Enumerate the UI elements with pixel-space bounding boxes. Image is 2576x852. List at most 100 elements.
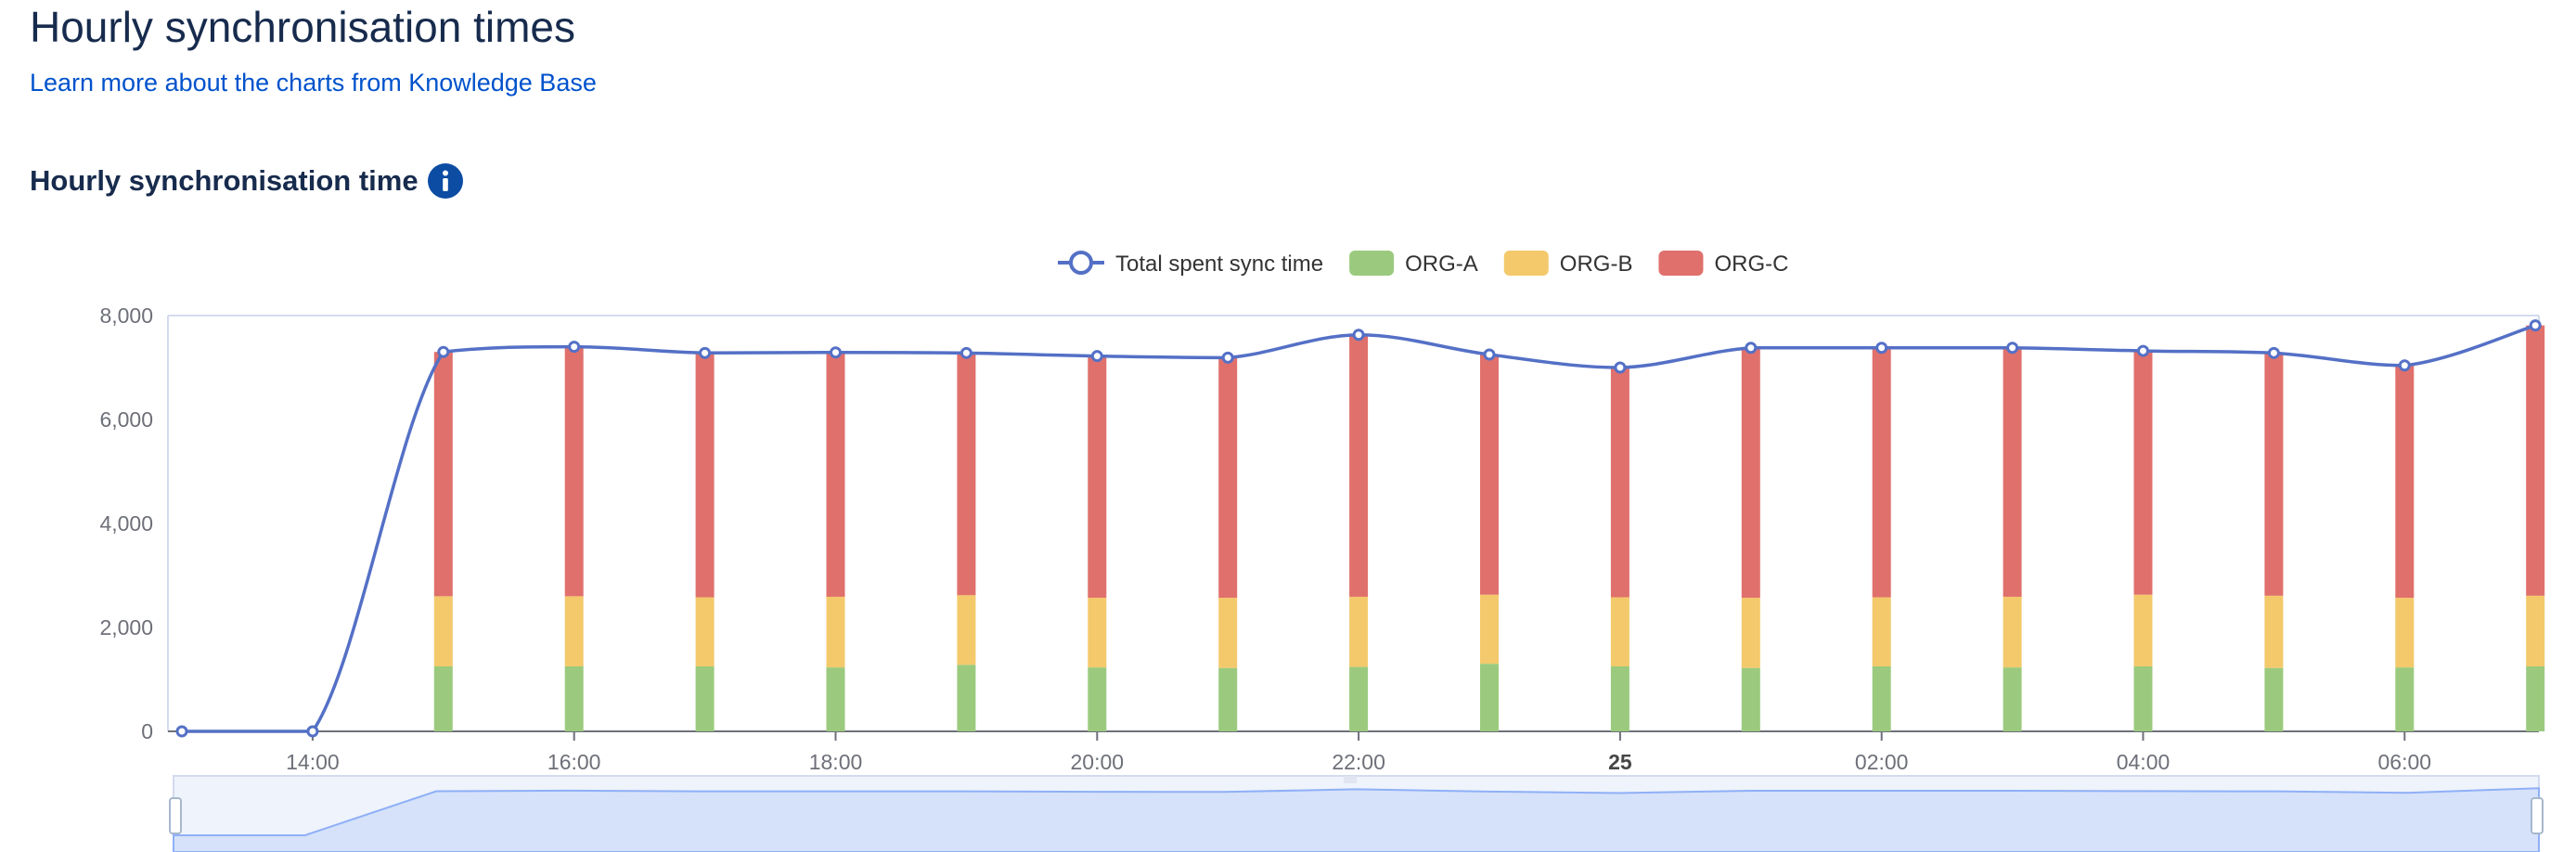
y-tick-label: 6,000 bbox=[99, 407, 153, 432]
legend-label: Total spent sync time bbox=[1115, 252, 1323, 277]
bar-org-c[interactable] bbox=[1872, 347, 1891, 598]
bar-org-b[interactable] bbox=[2526, 595, 2545, 666]
bar-org-b[interactable] bbox=[2395, 598, 2415, 668]
bar-org-a[interactable] bbox=[1088, 667, 1107, 731]
bar-org-a[interactable] bbox=[1480, 664, 1499, 731]
total-sync-time-point[interactable] bbox=[2267, 346, 2280, 359]
y-tick-label: 2,000 bbox=[99, 615, 153, 639]
bar-org-b[interactable] bbox=[2003, 596, 2022, 668]
legend-swatch-icon bbox=[1503, 251, 1549, 276]
bar-org-c[interactable] bbox=[1610, 368, 1629, 598]
total-sync-time-point[interactable] bbox=[2398, 359, 2411, 372]
total-sync-time-point[interactable] bbox=[1221, 351, 1234, 364]
legend-item-org-b[interactable]: ORG-B bbox=[1503, 251, 1633, 277]
bar-org-b[interactable] bbox=[1218, 598, 1238, 668]
chart-legend: Total spent sync time ORG-A ORG-B ORG-C bbox=[1058, 251, 1788, 277]
zoom-left-handle[interactable] bbox=[169, 797, 182, 834]
x-tick-label: 04:00 bbox=[2117, 750, 2170, 774]
bar-org-a[interactable] bbox=[2003, 667, 2022, 731]
bar-org-a[interactable] bbox=[1349, 666, 1369, 731]
y-tick-label: 4,000 bbox=[99, 511, 153, 536]
bar-org-a[interactable] bbox=[2133, 666, 2153, 731]
legend-swatch-icon bbox=[1349, 251, 1395, 276]
section-title: Hourly synchronisation time bbox=[30, 164, 419, 197]
total-sync-time-point[interactable] bbox=[1614, 361, 1627, 374]
zoom-preview-area bbox=[173, 787, 2540, 852]
legend-item-total[interactable]: Total spent sync time bbox=[1058, 251, 1323, 277]
bar-org-c[interactable] bbox=[2526, 325, 2545, 596]
bar-org-a[interactable] bbox=[2264, 667, 2284, 731]
bar-org-a[interactable] bbox=[1741, 667, 1760, 731]
bar-org-b[interactable] bbox=[826, 596, 845, 668]
data-zoom-slider[interactable] bbox=[169, 775, 2544, 852]
bar-org-b[interactable] bbox=[1872, 597, 1891, 666]
bar-org-a[interactable] bbox=[2395, 667, 2415, 731]
bar-org-a[interactable] bbox=[433, 666, 453, 731]
bar-org-b[interactable] bbox=[695, 597, 715, 666]
y-tick-label: 0 bbox=[141, 719, 153, 743]
bar-org-a[interactable] bbox=[695, 666, 715, 731]
bar-org-c[interactable] bbox=[1218, 357, 1238, 599]
info-glyph-icon bbox=[442, 170, 448, 191]
bar-org-a[interactable] bbox=[1872, 666, 1891, 731]
bar-org-c[interactable] bbox=[2395, 365, 2415, 599]
bar-org-c[interactable] bbox=[695, 353, 715, 598]
total-sync-time-point[interactable] bbox=[2006, 342, 2019, 355]
legend-label: ORG-B bbox=[1560, 252, 1633, 277]
total-sync-time-point[interactable] bbox=[1090, 350, 1103, 363]
bar-org-c[interactable] bbox=[1349, 334, 1369, 597]
bar-org-a[interactable] bbox=[1218, 667, 1238, 731]
bar-org-b[interactable] bbox=[957, 595, 976, 665]
bar-org-b[interactable] bbox=[1610, 597, 1629, 666]
total-sync-time-point[interactable] bbox=[568, 341, 581, 354]
bar-org-b[interactable] bbox=[433, 596, 453, 666]
legend-item-org-a[interactable]: ORG-A bbox=[1349, 251, 1478, 277]
x-tick-label: 18:00 bbox=[809, 750, 863, 774]
bar-org-a[interactable] bbox=[564, 666, 584, 731]
bar-org-a[interactable] bbox=[1610, 666, 1629, 731]
total-sync-time-point[interactable] bbox=[1875, 342, 1888, 355]
legend-item-org-c[interactable]: ORG-C bbox=[1658, 251, 1788, 277]
bar-org-c[interactable] bbox=[2133, 351, 2153, 595]
x-tick-label: 25 bbox=[1608, 750, 1632, 774]
zoom-right-handle[interactable] bbox=[2531, 797, 2544, 834]
legend-label: ORG-A bbox=[1405, 252, 1478, 277]
total-sync-time-point[interactable] bbox=[2529, 319, 2542, 332]
x-tick-label: 20:00 bbox=[1071, 750, 1125, 774]
bar-org-b[interactable] bbox=[1480, 594, 1499, 665]
bar-org-c[interactable] bbox=[2003, 347, 2022, 597]
bar-org-c[interactable] bbox=[1480, 355, 1499, 595]
bar-org-c[interactable] bbox=[1741, 347, 1760, 599]
bar-org-b[interactable] bbox=[1088, 598, 1107, 668]
zoom-move-grip[interactable] bbox=[1344, 776, 1357, 783]
total-sync-time-point[interactable] bbox=[1352, 329, 1365, 342]
bar-org-b[interactable] bbox=[1349, 596, 1369, 667]
total-sync-time-point[interactable] bbox=[830, 346, 842, 359]
total-sync-time-point[interactable] bbox=[1745, 342, 1758, 355]
bar-org-c[interactable] bbox=[564, 346, 584, 597]
bar-org-c[interactable] bbox=[826, 352, 845, 597]
chart-axes: 0 2,000 4,000 6,000 8,000 14:00 16:00 18:00 20:0… bbox=[99, 303, 2540, 774]
total-sync-time-point[interactable] bbox=[437, 345, 450, 358]
bar-org-c[interactable] bbox=[957, 353, 976, 596]
bar-org-b[interactable] bbox=[1741, 598, 1760, 668]
total-sync-time-point[interactable] bbox=[2137, 344, 2149, 357]
knowledge-base-link[interactable]: Learn more about the charts from Knowled… bbox=[30, 69, 597, 97]
bar-org-a[interactable] bbox=[957, 665, 976, 731]
total-sync-time-point[interactable] bbox=[699, 346, 712, 359]
total-sync-time-point[interactable] bbox=[306, 725, 319, 738]
bar-org-b[interactable] bbox=[2264, 595, 2284, 668]
info-icon[interactable] bbox=[427, 163, 463, 199]
bar-org-b[interactable] bbox=[564, 596, 584, 666]
bar-org-c[interactable] bbox=[433, 352, 453, 597]
bar-org-c[interactable] bbox=[1088, 355, 1107, 599]
total-sync-time-point[interactable] bbox=[175, 725, 188, 738]
total-sync-time-point[interactable] bbox=[1483, 348, 1496, 361]
bar-org-c[interactable] bbox=[2264, 353, 2284, 596]
bar-org-a[interactable] bbox=[2526, 666, 2545, 731]
bar-org-b[interactable] bbox=[2133, 594, 2153, 666]
bar-org-a[interactable] bbox=[826, 667, 845, 731]
total-sync-time-point[interactable] bbox=[960, 346, 972, 359]
legend-label: ORG-C bbox=[1714, 252, 1788, 277]
